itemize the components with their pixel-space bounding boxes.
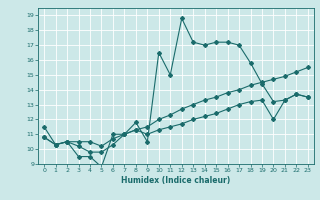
X-axis label: Humidex (Indice chaleur): Humidex (Indice chaleur) (121, 176, 231, 185)
